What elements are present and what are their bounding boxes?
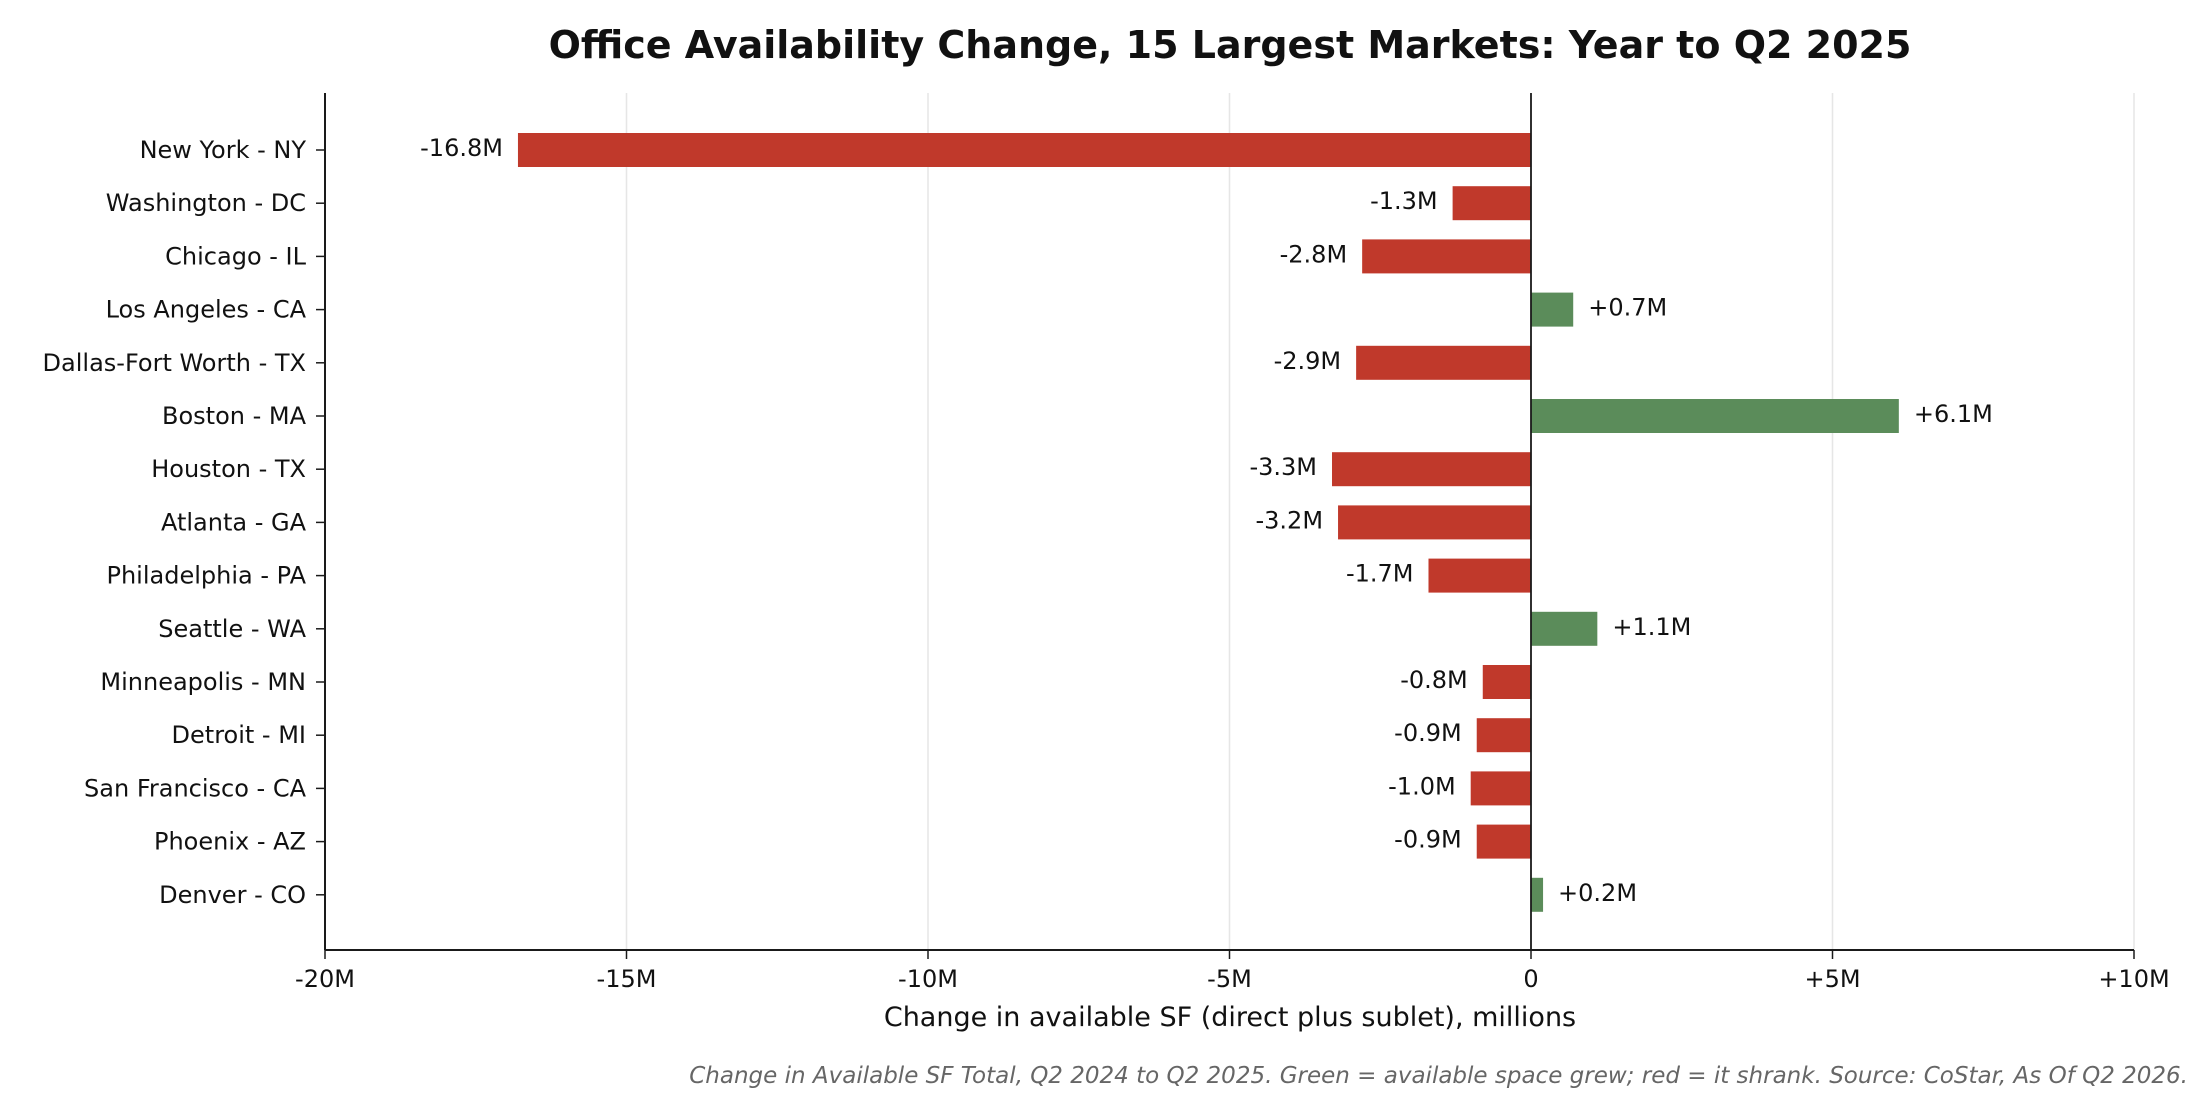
x-tick-label: +5M	[1804, 965, 1860, 993]
data-label: -0.8M	[1400, 666, 1468, 694]
data-label: -3.2M	[1255, 506, 1323, 534]
category-label: Phoenix - AZ	[154, 828, 306, 856]
bar	[1482, 665, 1531, 699]
category-label: Chicago - IL	[165, 242, 306, 270]
category-label: Atlanta - GA	[161, 508, 307, 536]
category-label: Detroit - MI	[172, 721, 306, 749]
category-label: Philadelphia - PA	[107, 562, 307, 590]
data-label: +6.1M	[1914, 400, 1993, 428]
bar	[1531, 399, 1899, 433]
category-label: Houston - TX	[151, 455, 306, 483]
bar	[1476, 718, 1531, 753]
data-label: +0.7M	[1588, 294, 1667, 322]
x-tick-label: -10M	[898, 965, 958, 993]
x-tick-label: +10M	[2098, 965, 2169, 993]
x-tick-label: -20M	[295, 965, 355, 993]
x-tick-label: -15M	[597, 965, 657, 993]
bar	[1356, 345, 1531, 380]
data-label: -1.0M	[1388, 772, 1456, 800]
data-label: -3.3M	[1249, 453, 1317, 481]
bar	[517, 133, 1531, 167]
bar	[1470, 771, 1531, 806]
gridlines	[324, 93, 2135, 950]
data-label: -1.7M	[1346, 560, 1414, 588]
category-label: New York - NY	[140, 136, 307, 164]
bars	[517, 133, 1899, 912]
category-label: Denver - CO	[159, 881, 306, 909]
axes	[316, 93, 2135, 959]
bar	[1531, 292, 1574, 327]
chart-title: Office Availability Change, 15 Largest M…	[549, 23, 1912, 67]
data-label: -16.8M	[420, 134, 503, 162]
bar	[1476, 824, 1531, 859]
x-tick-label: -5M	[1207, 965, 1252, 993]
x-tick-label: 0	[1523, 965, 1538, 993]
data-label: -2.8M	[1280, 240, 1348, 268]
bar	[1338, 505, 1531, 540]
data-label: -1.3M	[1370, 187, 1438, 215]
data-label: -0.9M	[1394, 719, 1462, 747]
bar	[1428, 558, 1531, 593]
category-label: Boston - MA	[162, 402, 307, 430]
data-label: +1.1M	[1612, 613, 1691, 641]
category-label: San Francisco - CA	[84, 774, 307, 802]
data-label: -2.9M	[1274, 347, 1342, 375]
category-label: Dallas-Fort Worth - TX	[43, 349, 306, 377]
chart-footnote: Change in Available SF Total, Q2 2024 to…	[689, 1063, 2188, 1089]
category-label: Minneapolis - MN	[100, 668, 306, 696]
data-label: -0.9M	[1394, 826, 1462, 854]
category-label: Washington - DC	[106, 189, 306, 217]
category-label: Seattle - WA	[158, 615, 306, 643]
data-label: +0.2M	[1558, 879, 1637, 907]
category-label: Los Angeles - CA	[106, 296, 307, 324]
bar	[1531, 877, 1544, 912]
bar	[1332, 452, 1531, 487]
bar	[1531, 611, 1598, 646]
bar	[1362, 239, 1531, 274]
x-axis-label: Change in available SF (direct plus subl…	[884, 1002, 1576, 1033]
labels: -20M -15M -10M -5M 0 +5M +10M New York - NY -16.…	[43, 134, 2170, 993]
bar	[1452, 186, 1531, 221]
